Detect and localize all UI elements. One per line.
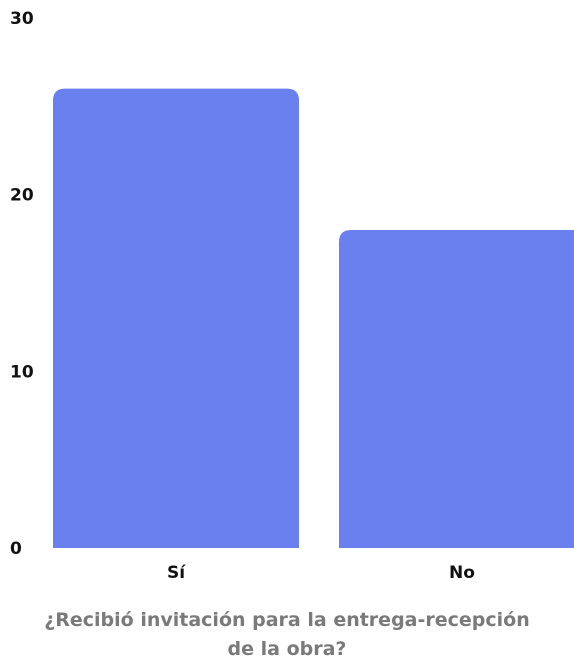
bar xyxy=(53,88,299,549)
y-tick-label: 30 xyxy=(10,9,34,29)
x-tick-label: Sí xyxy=(167,563,186,583)
x-tick-label: No xyxy=(449,563,475,583)
y-tick-label: 20 xyxy=(10,186,34,206)
x-axis-label: ¿Recibió invitación para la entrega-rece… xyxy=(44,609,530,660)
x-axis-ticks: Sí No xyxy=(167,563,475,583)
y-tick-label: 10 xyxy=(10,362,34,382)
y-axis-ticks: 0 10 20 30 xyxy=(10,9,34,559)
bar-chart: 0 10 20 30 Sí No xyxy=(10,9,574,583)
bars-group xyxy=(53,88,574,549)
bar xyxy=(339,230,574,548)
y-tick-label: 0 xyxy=(10,539,22,559)
